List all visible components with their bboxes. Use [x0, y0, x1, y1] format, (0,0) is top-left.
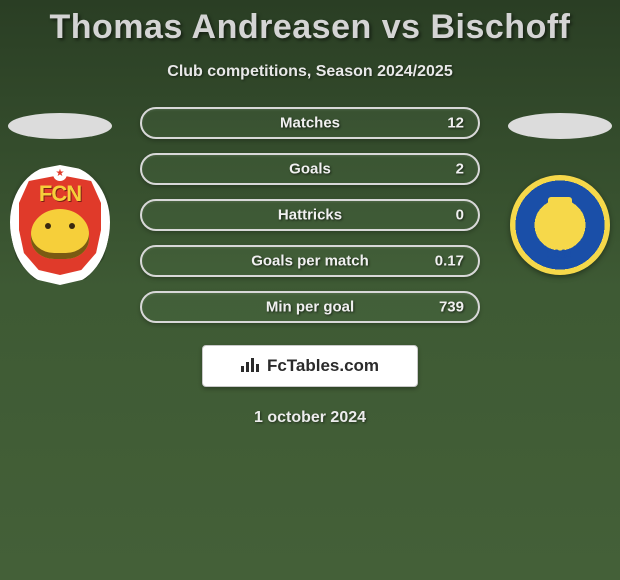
- stat-right-value: 739: [439, 299, 464, 316]
- club-year: 1964: [510, 247, 610, 261]
- club-badge-right: 1964: [510, 175, 610, 275]
- tiger-icon: [31, 209, 89, 259]
- date-text: 1 october 2024: [0, 409, 620, 427]
- stat-bar-hattricks: Hattricks 0: [140, 199, 480, 231]
- comparison-panel: FCN ★ 1964 Matches 12 Goals 2: [0, 107, 620, 323]
- player-right-column: 1964: [500, 107, 620, 275]
- club-badge-left: FCN ★: [10, 165, 110, 285]
- bar-chart-icon: [241, 356, 261, 377]
- stat-right-value: 0: [456, 207, 464, 224]
- fcn-letters: FCN: [39, 181, 81, 207]
- stat-bar-goals-per-match: Goals per match 0.17: [140, 245, 480, 277]
- stat-bar-goals: Goals 2: [140, 153, 480, 185]
- player-silhouette-right: [508, 113, 612, 139]
- stat-label: Min per goal: [266, 299, 354, 316]
- stat-right-value: 0.17: [435, 253, 464, 270]
- stat-bar-min-per-goal: Min per goal 739: [140, 291, 480, 323]
- star-icon: ★: [53, 167, 67, 181]
- stat-bars: Matches 12 Goals 2 Hattricks 0 Goals per…: [140, 107, 480, 323]
- page-title: Thomas Andreasen vs Bischoff: [0, 0, 620, 47]
- stat-label: Matches: [280, 115, 340, 132]
- subtitle: Club competitions, Season 2024/2025: [0, 63, 620, 81]
- stat-right-value: 12: [447, 115, 464, 132]
- source-badge: FcTables.com: [202, 345, 418, 387]
- stat-label: Goals per match: [251, 253, 369, 270]
- fcn-badge: FCN ★: [10, 165, 110, 285]
- player-left-column: FCN ★: [0, 107, 120, 285]
- stat-label: Hattricks: [278, 207, 342, 224]
- source-text: FcTables.com: [267, 356, 379, 376]
- player-silhouette-left: [8, 113, 112, 139]
- stat-bar-matches: Matches 12: [140, 107, 480, 139]
- stat-label: Goals: [289, 161, 331, 178]
- tower-icon: [548, 197, 572, 227]
- stat-right-value: 2: [456, 161, 464, 178]
